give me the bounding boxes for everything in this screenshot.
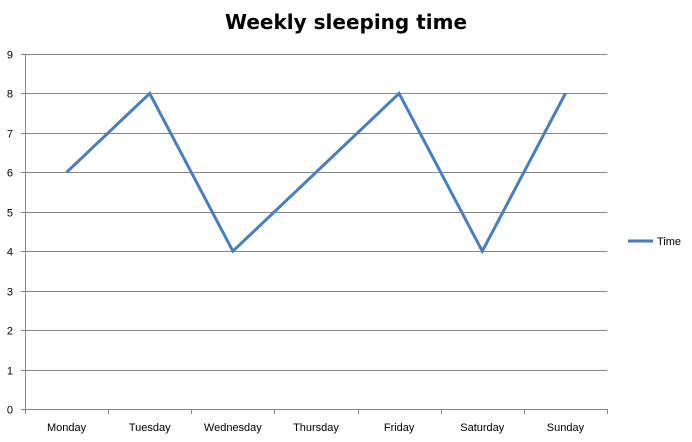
x-tick-label: Friday: [384, 422, 415, 434]
y-axis-tick-labels: 0 1 2 3 4 5 6 7 8 9: [7, 50, 13, 417]
y-tick-label: 2: [7, 326, 13, 338]
chart-title: Weekly sleeping time: [224, 10, 468, 34]
y-tick-label: 0: [7, 405, 13, 417]
y-tick-label: 6: [7, 168, 13, 180]
x-tick-label: Sunday: [547, 422, 585, 434]
y-tick-label: 8: [7, 89, 13, 101]
y-tick-label: 5: [7, 208, 13, 220]
y-tick-label: 7: [7, 129, 13, 141]
x-tick-label: Saturday: [460, 422, 505, 434]
series-line: [65, 90, 567, 255]
x-axis-tick-labels: Monday Tuesday Wednesday Thursday Friday Satu…: [47, 422, 585, 434]
x-tick-label: Monday: [47, 422, 87, 434]
legend-label: Time: [657, 236, 681, 248]
y-tick-label: 4: [7, 247, 13, 259]
y-tick-label: 1: [7, 366, 13, 378]
x-tick-label: Thursday: [293, 422, 339, 434]
x-tick-label: Tuesday: [129, 422, 171, 434]
y-tick-label: 9: [7, 50, 13, 62]
y-tick-label: 3: [7, 287, 13, 299]
gridlines: [25, 54, 607, 371]
series-lines: [65, 90, 567, 255]
legend: Time: [628, 236, 681, 248]
axes: [21, 54, 608, 414]
x-tick-label: Wednesday: [204, 422, 262, 434]
